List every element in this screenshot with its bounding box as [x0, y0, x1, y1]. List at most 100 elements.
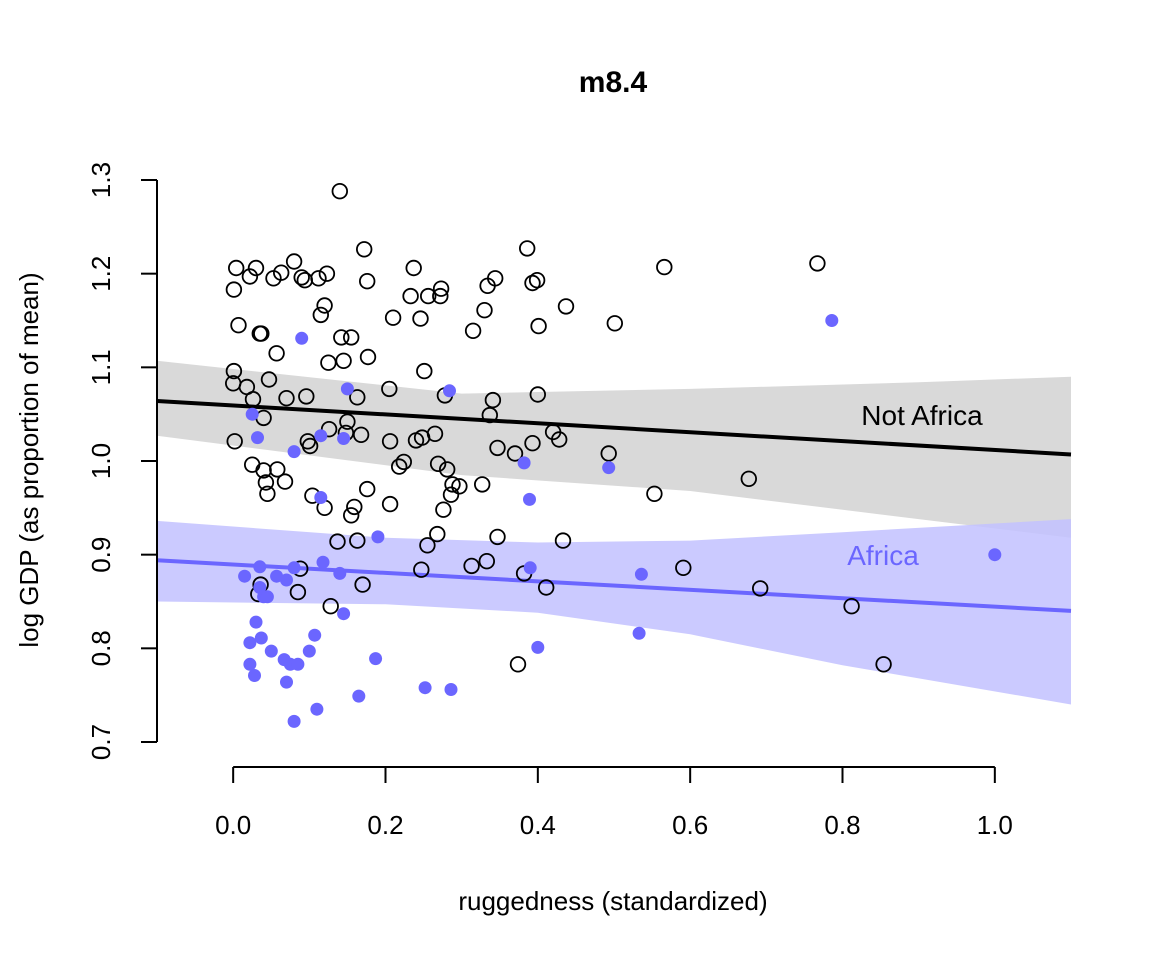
- data-point: [606, 315, 624, 332]
- data-point: [285, 253, 303, 270]
- data-point: [359, 273, 376, 290]
- data-point: [412, 310, 429, 327]
- data-point: [843, 598, 860, 615]
- data-point: [318, 265, 336, 282]
- data-point: [740, 470, 758, 488]
- band-africa: [157, 519, 1071, 705]
- data-point: [245, 407, 259, 421]
- data-point: [530, 317, 547, 335]
- data-point: [825, 314, 839, 327]
- data-point: [269, 461, 286, 478]
- data-point: [476, 302, 493, 319]
- data-point: [251, 431, 264, 445]
- data-point: [329, 533, 346, 550]
- data-point: [287, 561, 301, 575]
- data-point: [278, 390, 295, 407]
- data-point: [352, 426, 370, 444]
- y-tick-label: 0.9: [86, 537, 116, 573]
- y-tick-label: 0.8: [86, 630, 116, 666]
- data-point: [531, 640, 545, 654]
- data-point: [259, 485, 276, 503]
- data-point: [426, 425, 444, 443]
- y-tick-label: 1.0: [86, 443, 116, 479]
- data-point: [675, 559, 692, 577]
- data-point: [517, 456, 531, 470]
- data-point: [602, 461, 616, 475]
- data-point: [243, 657, 257, 671]
- data-point: [656, 258, 673, 276]
- data-point: [333, 566, 347, 580]
- data-point: [435, 501, 452, 518]
- data-point: [310, 270, 327, 287]
- data-point: [634, 567, 648, 581]
- data-point: [487, 270, 504, 287]
- data-point: [249, 615, 263, 629]
- data-point: [359, 480, 376, 498]
- data-point: [349, 532, 366, 549]
- data-point: [291, 657, 305, 671]
- data-point: [322, 598, 339, 615]
- data-point: [416, 362, 433, 380]
- data-point: [273, 264, 290, 281]
- data-point: [646, 485, 663, 503]
- x-tick-label: 0.4: [520, 810, 556, 840]
- data-point: [439, 461, 456, 478]
- data-point: [254, 631, 268, 645]
- data-point: [270, 569, 284, 583]
- data-point: [391, 458, 408, 475]
- data-point: [451, 478, 468, 495]
- y-tick-label: 0.7: [86, 724, 116, 760]
- data-point: [243, 456, 261, 473]
- data-point: [253, 560, 267, 574]
- data-point: [506, 445, 524, 462]
- data-point: [381, 380, 398, 398]
- data-point: [418, 681, 432, 695]
- data-point: [402, 287, 419, 305]
- data-point: [340, 382, 354, 396]
- data-point: [429, 525, 446, 543]
- fit-line-africa: [156, 558, 1072, 613]
- data-point: [349, 389, 366, 406]
- data-point: [381, 495, 399, 513]
- data-point: [230, 317, 247, 334]
- data-point: [395, 453, 413, 471]
- x-tick-label: 0.0: [215, 810, 251, 840]
- data-point: [538, 579, 555, 596]
- data-point: [248, 669, 261, 682]
- data-point: [287, 445, 301, 459]
- data-point: [316, 297, 333, 314]
- data-point: [481, 406, 499, 424]
- data-point: [310, 702, 324, 716]
- data-point: [293, 269, 310, 286]
- data-point: [442, 486, 460, 503]
- data-point: [257, 474, 275, 491]
- data-point: [519, 240, 536, 257]
- data-point: [343, 507, 360, 524]
- data-point: [298, 388, 315, 405]
- data-point: [320, 354, 337, 371]
- data-point: [489, 528, 506, 546]
- data-point: [432, 280, 450, 297]
- data-point: [478, 553, 496, 570]
- series-label-africa: Africa: [847, 540, 919, 571]
- data-point: [384, 309, 402, 326]
- data-point: [253, 325, 270, 342]
- data-point: [600, 445, 617, 462]
- data-point: [419, 537, 436, 554]
- data-point: [225, 281, 243, 298]
- data-point: [554, 532, 572, 549]
- data-point: [529, 386, 547, 403]
- x-tick-label: 1.0: [977, 810, 1013, 840]
- data-point: [474, 476, 491, 493]
- data-point: [287, 714, 301, 728]
- data-point: [443, 384, 456, 398]
- data-point: [241, 268, 259, 285]
- data-point: [464, 322, 482, 340]
- axes: 0.0 0.2 0.4 0.6 0.8 1.0 0.7 0.8 0.9 1.0 1.1 1.2 1.3: [86, 162, 1013, 840]
- data-point: [523, 492, 536, 506]
- scatter-points: [224, 182, 1002, 728]
- data-point: [289, 583, 307, 601]
- data-point: [227, 259, 245, 277]
- data-point: [276, 473, 294, 490]
- data-point: [268, 345, 285, 362]
